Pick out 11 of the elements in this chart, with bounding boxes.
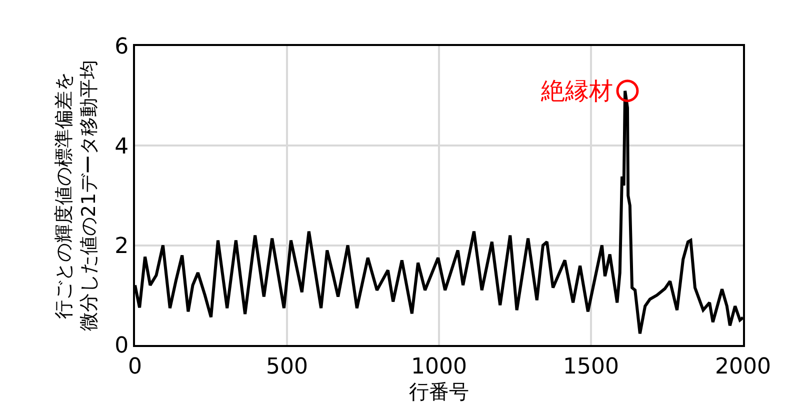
y-tick-label: 6	[114, 34, 129, 60]
y-tick-label: 0	[114, 334, 129, 359]
x-tick-label: 2000	[715, 354, 771, 380]
y-tick-label: 4	[114, 134, 129, 160]
y-axis-title: 行ごとの輝度値の標準偏差を微分した値の21データ移動平均	[53, 60, 100, 332]
y-tick-label: 2	[114, 234, 129, 260]
x-tick-label: 1500	[563, 354, 619, 380]
x-axis-title: 行番号	[409, 379, 469, 404]
x-tick-label: 500	[266, 354, 308, 380]
annotation: 絶縁材	[540, 77, 613, 105]
x-tick-label: 1000	[411, 354, 467, 380]
